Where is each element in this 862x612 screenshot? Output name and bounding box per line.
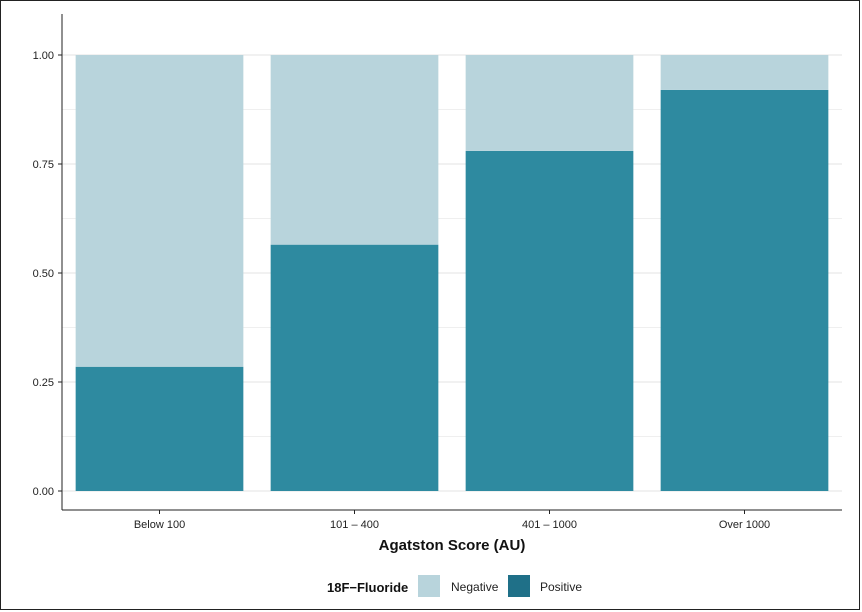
axes	[61, 14, 842, 511]
bar-positive-4	[660, 89, 829, 491]
bar-negative-2	[270, 55, 439, 245]
bar-positive-3	[465, 150, 634, 492]
x-tick-label: Below 100	[134, 519, 185, 531]
y-tick-label: 0.50	[33, 268, 54, 280]
y-tick-label: 0.75	[33, 159, 54, 171]
x-tick-label: 401 – 1000	[522, 519, 577, 531]
bar-positive-1	[75, 366, 244, 491]
y-ticks: 0.00 0.25 0.50 0.75 1.00	[33, 50, 62, 498]
x-tick-label: 101 – 400	[330, 519, 379, 531]
x-axis-title: Agatston Score (AU)	[379, 537, 526, 554]
x-ticks: Below 100 101 – 400 401 – 1000 Over 1000	[134, 510, 770, 531]
x-tick-label: Over 1000	[719, 519, 770, 531]
bar-negative-1	[75, 55, 244, 367]
legend-title: 18F−Fluoride	[327, 580, 408, 595]
bar-positive-2	[270, 244, 439, 491]
legend-label-positive: Positive	[540, 580, 582, 594]
bar-negative-4	[660, 55, 829, 90]
y-tick-label: 0.25	[33, 377, 54, 389]
bars	[75, 55, 829, 492]
legend: 18F−Fluoride Negative Positive	[327, 575, 582, 597]
legend-swatch-positive	[508, 575, 530, 597]
y-tick-label: 1.00	[33, 50, 54, 62]
y-tick-label: 0.00	[33, 486, 54, 498]
bar-negative-3	[465, 55, 634, 151]
legend-swatch-negative	[418, 575, 440, 597]
legend-label-negative: Negative	[451, 580, 499, 594]
